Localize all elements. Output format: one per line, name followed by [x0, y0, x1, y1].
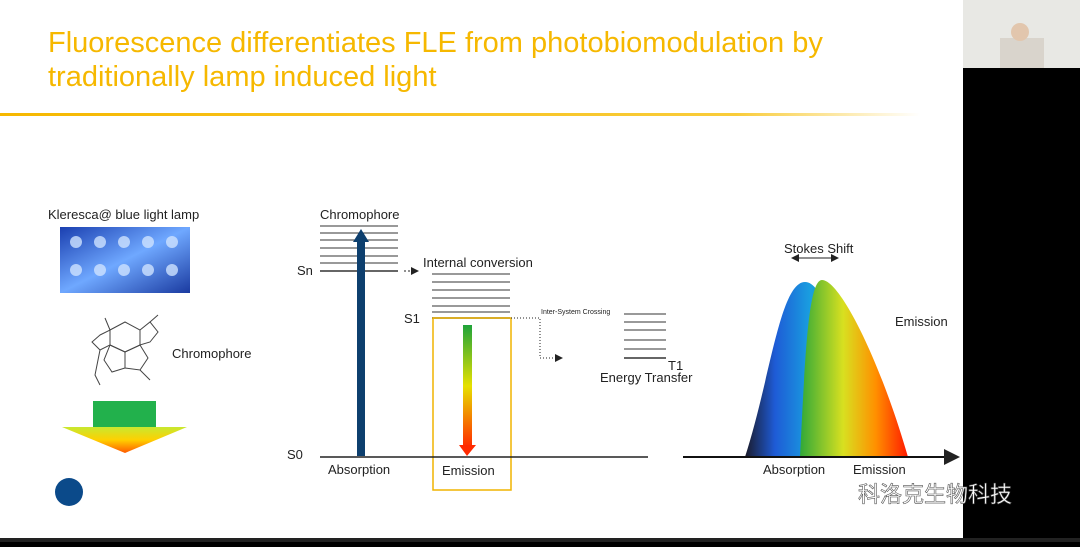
lamp-caption: Kleresca@ blue light lamp [48, 207, 199, 222]
title-rule [0, 113, 920, 116]
green-block [93, 401, 156, 427]
isc-label: Inter-System Crossing [541, 309, 610, 316]
s0-label: S0 [287, 447, 303, 462]
molecule [91, 314, 159, 386]
emission-arrowhead [459, 445, 476, 456]
absorption-arrow [357, 240, 365, 456]
ic-label: Internal conversion [423, 255, 533, 270]
button-dot [55, 478, 83, 506]
lamp-leds [70, 236, 178, 276]
absorption-label: Absorption [328, 462, 390, 477]
title-line: Fluorescence differentiates FLE from pho… [48, 27, 823, 59]
chromophore-label: Chromophore [320, 207, 400, 222]
emission-box [432, 317, 512, 491]
spectrum-emission-label: Emission [895, 314, 948, 329]
stokes-label: Stokes Shift [784, 241, 854, 256]
spectrum-emission-axis-label: Emission [853, 462, 906, 477]
webcam-head [1011, 23, 1029, 41]
energy-transfer-label: Energy Transfer [600, 370, 693, 385]
spectrum-absorption-axis-label: Absorption [763, 462, 825, 477]
down-arrow [62, 427, 187, 453]
bottom-bar [0, 538, 1080, 542]
watermark: 科洛克生物科技 [858, 482, 1012, 507]
emission-arrow [463, 325, 472, 447]
absorption-arrowhead [353, 229, 369, 242]
emission-label: Emission [442, 463, 495, 478]
watermark-icon [817, 481, 853, 506]
emission-curve [800, 280, 908, 457]
title-line: traditionally lamp induced light [48, 61, 437, 93]
t1-label: T1 [668, 358, 683, 373]
isc-arrow [511, 317, 563, 362]
sn-label: Sn [297, 263, 313, 278]
s1-label: S1 [404, 311, 420, 326]
molecule-label: Chromophore [172, 346, 252, 361]
webcam-person [1000, 38, 1044, 68]
t1-levels [624, 313, 666, 359]
